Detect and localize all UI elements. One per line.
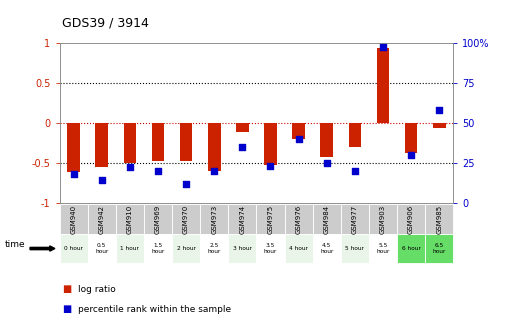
Text: percentile rank within the sample: percentile rank within the sample	[78, 304, 231, 314]
Bar	[152, 123, 164, 161]
Point	[379, 45, 387, 50]
Text: GSM984: GSM984	[324, 204, 330, 234]
Text: 6.5
hour: 6.5 hour	[433, 243, 446, 254]
Point	[294, 136, 303, 141]
Point	[407, 152, 415, 157]
Text: GDS39 / 3914: GDS39 / 3914	[62, 16, 149, 29]
Text: 0.5
hour: 0.5 hour	[95, 243, 108, 254]
Bar	[349, 123, 361, 146]
Point	[323, 160, 331, 165]
Text: 3.5
hour: 3.5 hour	[264, 243, 277, 254]
Bar	[292, 123, 305, 139]
Bar	[264, 123, 277, 165]
Text: GSM977: GSM977	[352, 204, 358, 234]
Text: time: time	[5, 240, 26, 249]
Text: 6 hour: 6 hour	[401, 246, 421, 251]
Bar	[236, 123, 249, 132]
Text: 5 hour: 5 hour	[346, 246, 364, 251]
Point	[238, 144, 247, 149]
Text: GSM903: GSM903	[380, 204, 386, 234]
Text: GSM906: GSM906	[408, 204, 414, 234]
Text: 0 hour: 0 hour	[64, 246, 83, 251]
Point	[154, 168, 162, 173]
Text: GSM910: GSM910	[127, 204, 133, 234]
Text: 2 hour: 2 hour	[177, 246, 196, 251]
Point	[351, 168, 359, 173]
Text: 4.5
hour: 4.5 hour	[320, 243, 334, 254]
Text: GSM985: GSM985	[436, 204, 442, 234]
Point	[182, 181, 190, 186]
Text: GSM973: GSM973	[211, 204, 217, 234]
Bar	[180, 123, 193, 161]
Point	[435, 107, 443, 112]
Point	[126, 165, 134, 170]
Bar	[320, 123, 333, 157]
Point	[210, 168, 219, 173]
Point	[69, 171, 78, 177]
Text: GSM976: GSM976	[296, 204, 301, 234]
Text: log ratio: log ratio	[78, 285, 116, 294]
Text: ■: ■	[62, 304, 71, 314]
Text: GSM940: GSM940	[70, 204, 77, 234]
Text: 4 hour: 4 hour	[289, 246, 308, 251]
Point	[266, 163, 275, 168]
Bar	[208, 123, 221, 171]
Bar	[95, 123, 108, 167]
Text: GSM942: GSM942	[99, 205, 105, 233]
Bar	[67, 123, 80, 172]
Point	[97, 178, 106, 183]
Bar	[405, 123, 418, 153]
Text: 1.5
hour: 1.5 hour	[151, 243, 165, 254]
Bar	[377, 48, 390, 123]
Text: 5.5
hour: 5.5 hour	[376, 243, 390, 254]
Bar	[433, 123, 445, 128]
Text: 2.5
hour: 2.5 hour	[208, 243, 221, 254]
Text: GSM974: GSM974	[239, 204, 246, 234]
Text: GSM970: GSM970	[183, 204, 189, 234]
Text: ■: ■	[62, 284, 71, 294]
Text: 1 hour: 1 hour	[120, 246, 139, 251]
Text: 3 hour: 3 hour	[233, 246, 252, 251]
Bar	[123, 123, 136, 163]
Text: GSM969: GSM969	[155, 204, 161, 234]
Text: GSM975: GSM975	[267, 204, 274, 234]
